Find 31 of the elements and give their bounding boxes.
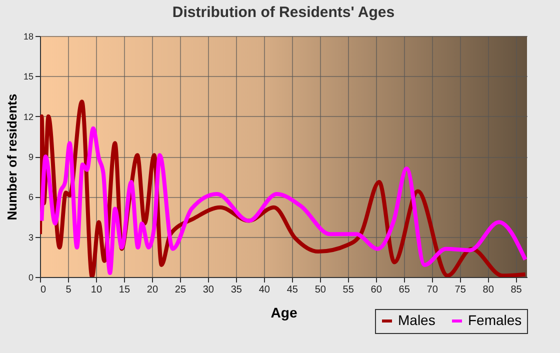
y-tick-label: 15: [23, 72, 34, 82]
x-tick-label: 70: [426, 284, 438, 296]
x-tick-label: 15: [118, 284, 130, 296]
x-tick-label: 85: [510, 284, 522, 296]
x-tick-label: 40: [258, 284, 270, 296]
x-tick-label: 30: [202, 284, 214, 296]
x-tick-label: 45: [286, 284, 298, 296]
x-tick-label: 35: [230, 284, 242, 296]
x-tick-label: 5: [66, 284, 72, 296]
x-tick-label: 80: [482, 284, 494, 296]
y-tick-label: 9: [28, 152, 34, 162]
x-tick-label: 60: [370, 284, 382, 296]
x-axis-title: Age: [270, 304, 298, 320]
y-tick-label: 12: [23, 112, 34, 122]
legend-label: Females: [468, 312, 522, 328]
legend-label: Males: [398, 312, 436, 328]
x-tick-label: 20: [146, 284, 158, 296]
y-axis-title: Number of residents: [4, 94, 20, 220]
y-tick-label: 0: [28, 272, 34, 282]
y-tick-label: 6: [28, 192, 34, 202]
x-tick-label: 0: [40, 284, 46, 296]
x-tick-label: 65: [398, 284, 410, 296]
x-tick-label: 55: [342, 284, 354, 296]
x-tick-label: 75: [454, 284, 466, 296]
x-tick-label: 50: [314, 284, 326, 296]
line-series: [40, 126, 527, 275]
y-tick-label: 3: [28, 232, 34, 242]
y-tick-label: 18: [23, 32, 34, 42]
chart-title: Distribution of Residents' Ages: [172, 4, 395, 21]
x-tick-label: 10: [90, 284, 102, 296]
x-tick-label: 25: [174, 284, 186, 296]
